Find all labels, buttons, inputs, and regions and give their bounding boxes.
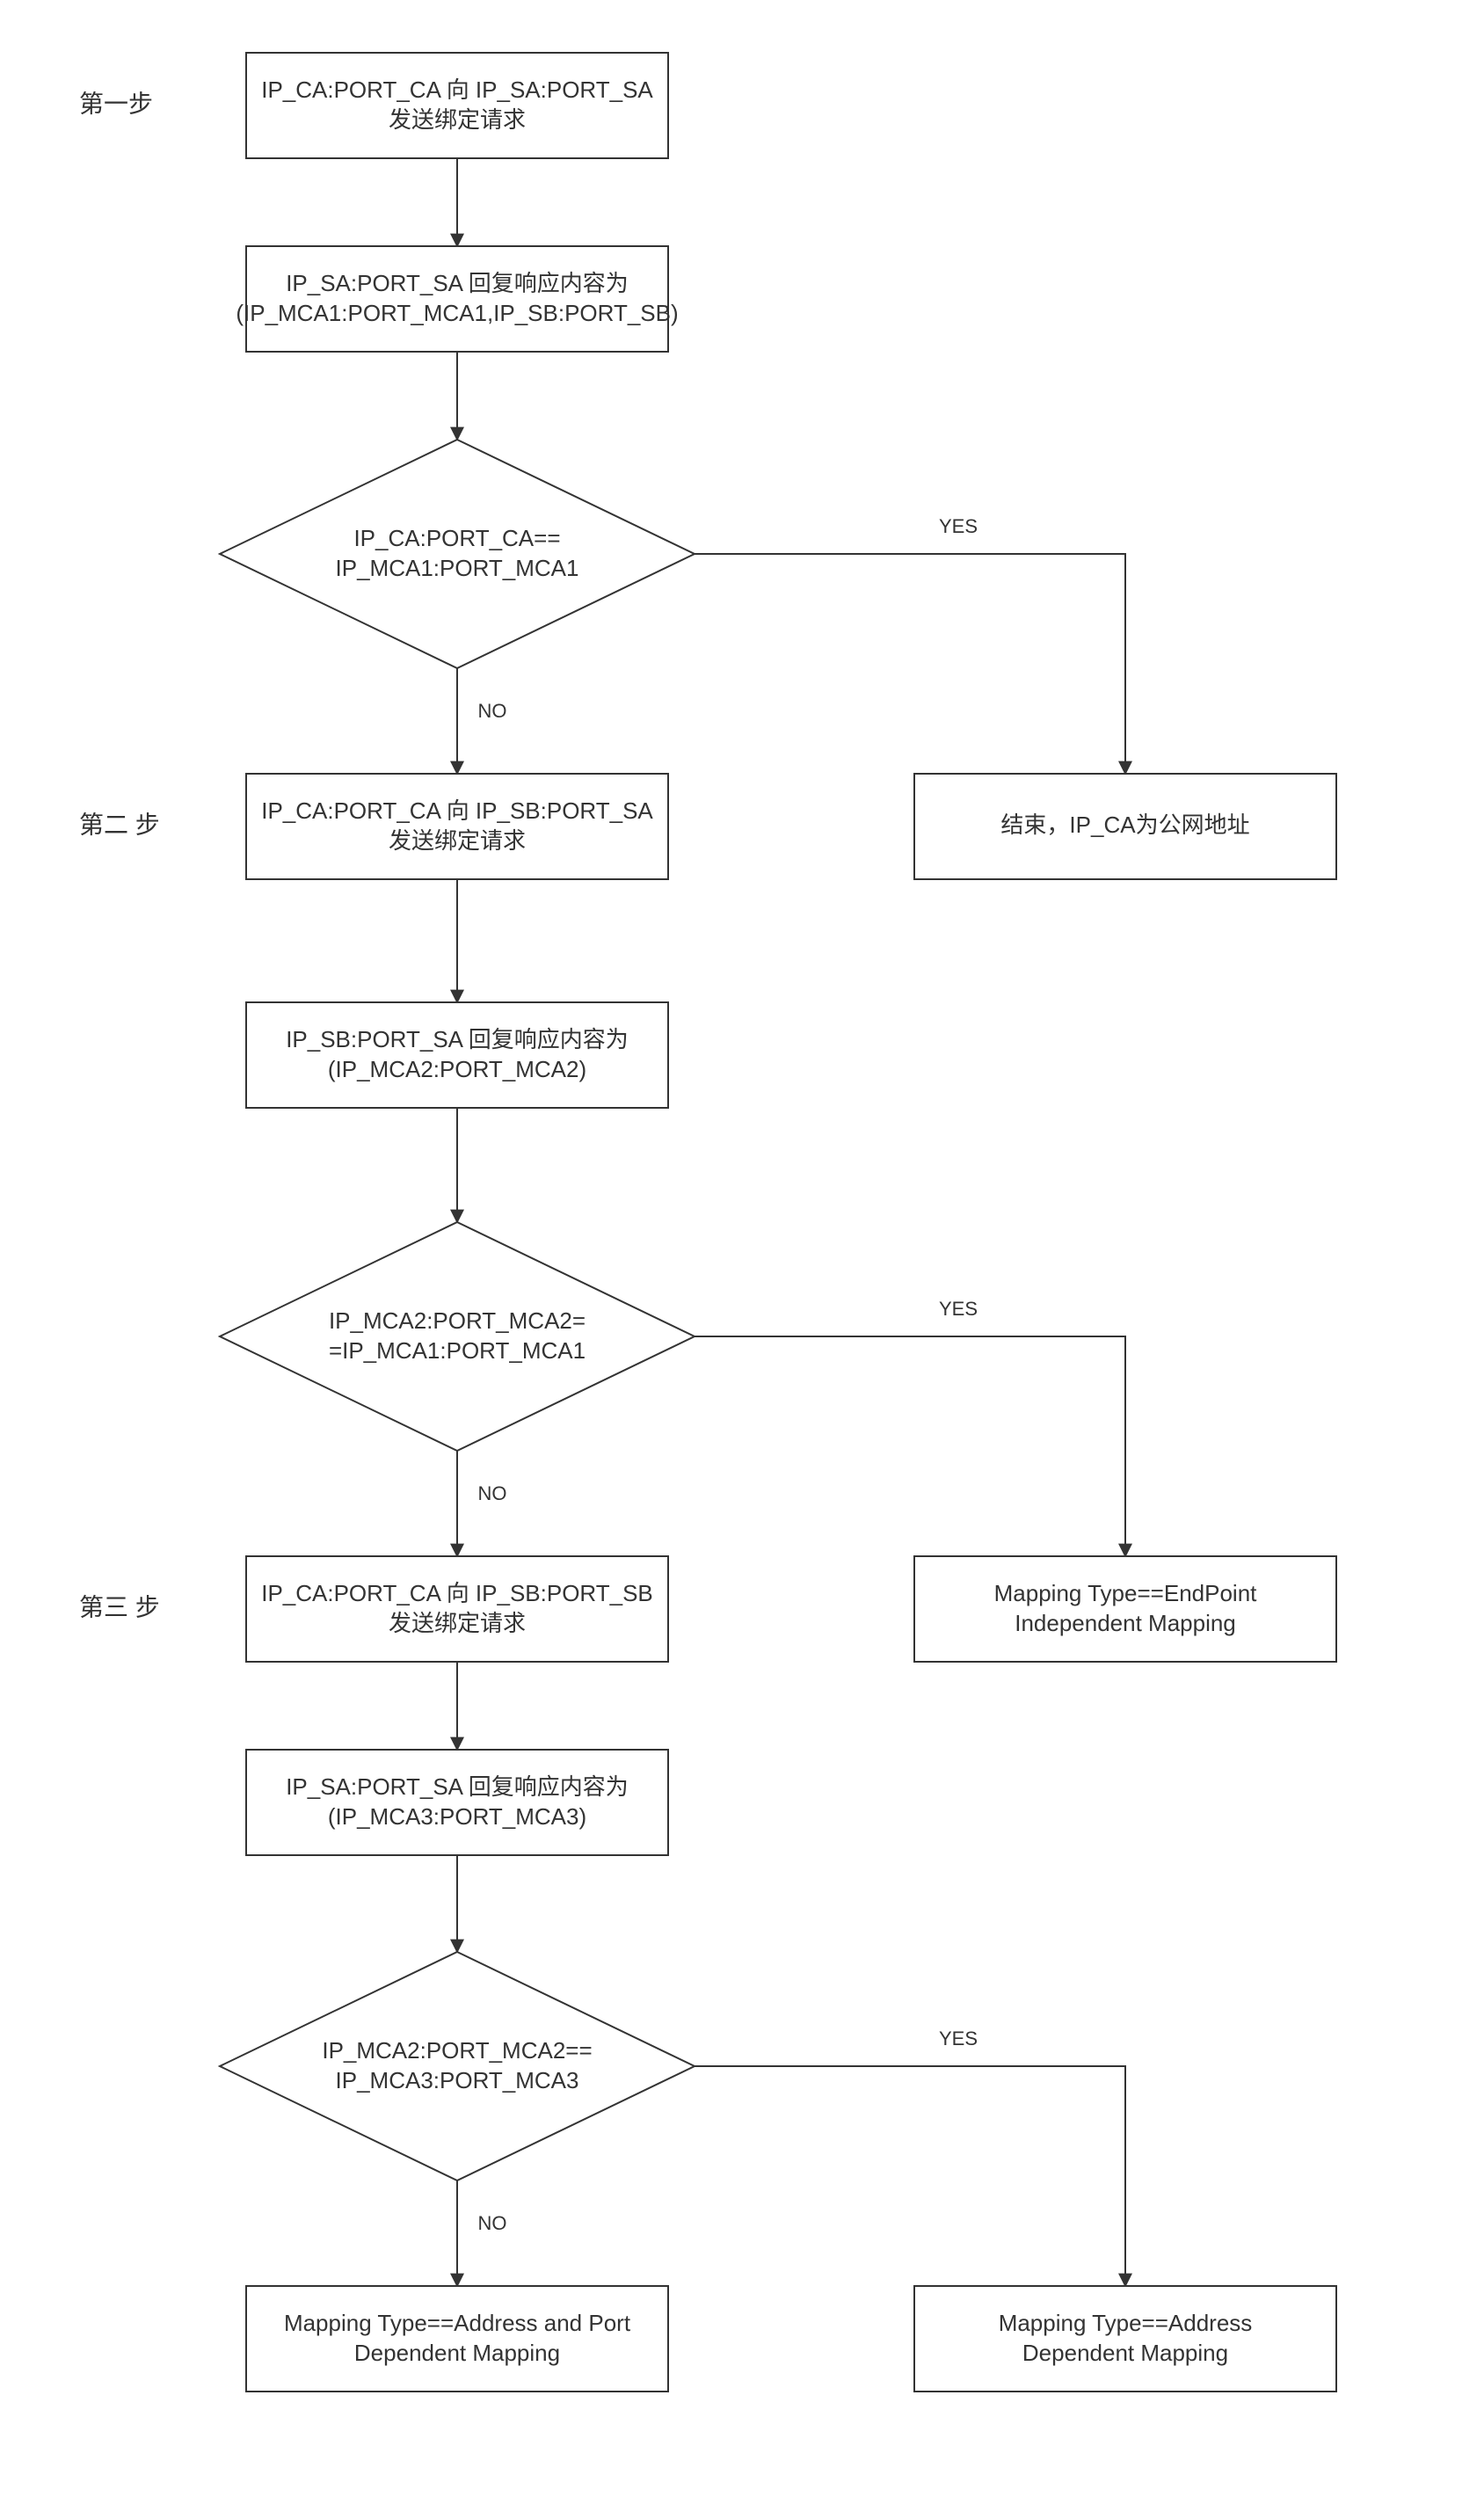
edge-d2-yes [695,1336,1125,1556]
svg-text:Dependent Mapping: Dependent Mapping [354,2340,560,2366]
label-d2-no: NO [478,1482,507,1504]
svg-text:结束，IP_CA为公网地址: 结束，IP_CA为公网地址 [1000,812,1249,838]
svg-text:=IP_MCA1:PORT_MCA1: =IP_MCA1:PORT_MCA1 [329,1337,586,1364]
node-n4: IP_SB:PORT_SA 回复响应内容为 (IP_MCA2:PORT_MCA2… [246,1002,668,1108]
step-label-1: 第一步 [79,90,153,117]
node-d1: IP_CA:PORT_CA== IP_MCA1:PORT_MCA1 [220,440,695,668]
node-r1: 结束，IP_CA为公网地址 [914,774,1336,879]
svg-text:IP_MCA1:PORT_MCA1: IP_MCA1:PORT_MCA1 [336,555,579,581]
svg-text:发送绑定请求: 发送绑定请求 [389,827,526,854]
label-d3-no: NO [478,2212,507,2234]
node-n2: IP_SA:PORT_SA 回复响应内容为 (IP_MCA1:PORT_MCA1… [236,246,678,352]
svg-text:(IP_MCA2:PORT_MCA2): (IP_MCA2:PORT_MCA2) [328,1056,586,1082]
step-label-2: 第二 步 [79,811,160,838]
svg-text:发送绑定请求: 发送绑定请求 [389,1610,526,1636]
label-d3-yes: YES [939,2028,978,2049]
label-d2-yes: YES [939,1298,978,1320]
edge-d1-yes [695,554,1125,774]
node-n6: IP_SA:PORT_SA 回复响应内容为 (IP_MCA3:PORT_MCA3… [246,1750,668,1855]
svg-text:IP_CA:PORT_CA==: IP_CA:PORT_CA== [353,525,560,551]
node-r4: Mapping Type==Address Dependent Mapping [914,2286,1336,2392]
svg-text:Mapping Type==Address: Mapping Type==Address [999,2310,1253,2336]
svg-text:IP_CA:PORT_CA 向 IP_SB:PORT_SA: IP_CA:PORT_CA 向 IP_SB:PORT_SA [261,797,653,824]
step-label-3: 第三 步 [79,1593,160,1620]
svg-text:(IP_MCA1:PORT_MCA1,IP_SB:PORT_: (IP_MCA1:PORT_MCA1,IP_SB:PORT_SB) [236,300,678,326]
svg-text:IP_MCA3:PORT_MCA3: IP_MCA3:PORT_MCA3 [336,2067,579,2093]
svg-text:IP_MCA2:PORT_MCA2=: IP_MCA2:PORT_MCA2= [329,1307,586,1334]
svg-text:(IP_MCA3:PORT_MCA3): (IP_MCA3:PORT_MCA3) [328,1803,586,1830]
svg-text:Mapping Type==Address and Port: Mapping Type==Address and Port [284,2310,631,2336]
svg-text:Dependent Mapping: Dependent Mapping [1022,2340,1228,2366]
svg-text:Independent Mapping: Independent Mapping [1015,1610,1236,1636]
svg-text:IP_CA:PORT_CA 向 IP_SB:PORT_SB: IP_CA:PORT_CA 向 IP_SB:PORT_SB [261,1580,653,1606]
svg-text:发送绑定请求: 发送绑定请求 [389,106,526,133]
svg-text:IP_SA:PORT_SA 回复响应内容为: IP_SA:PORT_SA 回复响应内容为 [286,270,629,296]
node-n5: IP_CA:PORT_CA 向 IP_SB:PORT_SB 发送绑定请求 [246,1556,668,1662]
flowchart: 第一步 第二 步 第三 步 IP_CA:PORT_CA 向 IP_SA:PORT… [0,0,1484,2519]
label-d1-no: NO [478,700,507,722]
label-d1-yes: YES [939,515,978,537]
svg-text:IP_CA:PORT_CA 向 IP_SA:PORT_SA: IP_CA:PORT_CA 向 IP_SA:PORT_SA [261,76,653,103]
node-r3: Mapping Type==Address and Port Dependent… [246,2286,668,2392]
svg-text:IP_MCA2:PORT_MCA2==: IP_MCA2:PORT_MCA2== [322,2037,592,2064]
svg-text:IP_SA:PORT_SA 回复响应内容为: IP_SA:PORT_SA 回复响应内容为 [286,1773,629,1800]
node-r2: Mapping Type==EndPoint Independent Mappi… [914,1556,1336,1662]
node-d2: IP_MCA2:PORT_MCA2= =IP_MCA1:PORT_MCA1 [220,1222,695,1451]
svg-text:IP_SB:PORT_SA 回复响应内容为: IP_SB:PORT_SA 回复响应内容为 [286,1026,629,1052]
node-n3: IP_CA:PORT_CA 向 IP_SB:PORT_SA 发送绑定请求 [246,774,668,879]
svg-text:Mapping Type==EndPoint: Mapping Type==EndPoint [994,1580,1258,1606]
node-n1: IP_CA:PORT_CA 向 IP_SA:PORT_SA 发送绑定请求 [246,53,668,158]
edge-d3-yes [695,2066,1125,2286]
node-d3: IP_MCA2:PORT_MCA2== IP_MCA3:PORT_MCA3 [220,1952,695,2180]
